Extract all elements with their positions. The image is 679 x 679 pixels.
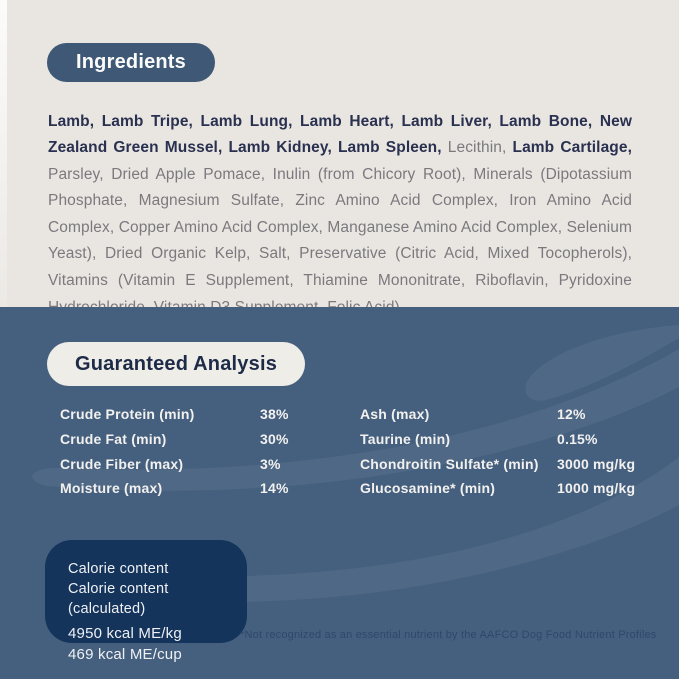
guaranteed-analysis-section: Guaranteed Analysis Crude Protein (min) 3… bbox=[0, 307, 679, 679]
ingredient-segment: Lamb, Lamb Tripe, Lamb Lung, Lamb Heart,… bbox=[48, 112, 632, 157]
ingredients-header-label: Ingredients bbox=[76, 51, 186, 73]
analysis-row-label: Crude Fiber (max) bbox=[60, 455, 184, 472]
analysis-row-value: 0.15% bbox=[557, 431, 598, 448]
calorie-content-values: 4950 kcal ME/kg 469 kcal ME/cup bbox=[68, 623, 247, 665]
guaranteed-analysis-left-column: Crude Protein (min) 38% Crude Fat (min) 30%… bbox=[60, 402, 360, 501]
analysis-row-label: Ash (max) bbox=[360, 406, 430, 423]
analysis-row: Crude Fat (min) 30% bbox=[60, 427, 360, 452]
analysis-row: Crude Fiber (max) 3% bbox=[60, 451, 360, 476]
analysis-row-label: Moisture (max) bbox=[60, 480, 163, 497]
analysis-row-label: Glucosamine* (min) bbox=[360, 480, 496, 497]
ingredients-section: Ingredients Lamb, Lamb Tripe, Lamb Lung,… bbox=[0, 0, 679, 316]
analysis-row-value: 1000 mg/kg bbox=[557, 480, 636, 497]
guaranteed-analysis-header-pill: Guaranteed Analysis bbox=[47, 342, 306, 386]
analysis-row-label: Crude Fat (min) bbox=[60, 431, 167, 448]
guaranteed-analysis-right-column: Ash (max) 12% Taurine (min) 0.15% Chondroiti… bbox=[360, 402, 679, 501]
analysis-row: Taurine (min) 0.15% bbox=[360, 427, 679, 452]
ingredients-header-pill: Ingredients bbox=[47, 43, 215, 82]
analysis-row-value: 30% bbox=[260, 431, 289, 448]
analysis-row-value: 3000 mg/kg bbox=[557, 455, 636, 472]
calorie-content-box: Calorie content Calorie content (calculat… bbox=[45, 540, 247, 663]
analysis-row-value: 3% bbox=[260, 455, 281, 472]
analysis-row-value: 12% bbox=[557, 406, 586, 423]
analysis-row-label: Taurine (min) bbox=[360, 431, 451, 448]
analysis-row-value: 14% bbox=[260, 480, 289, 497]
ingredient-segment: Lecithin, bbox=[447, 139, 513, 157]
ingredients-text: Lamb, Lamb Tripe, Lamb Lung, Lamb Heart,… bbox=[48, 109, 632, 322]
analysis-row: Moisture (max) 14% bbox=[60, 476, 360, 501]
analysis-row: Glucosamine* (min) 1000 mg/kg bbox=[360, 476, 679, 501]
ingredient-segment: Parsley, Dried Apple Pomace, Inulin (fro… bbox=[48, 165, 632, 316]
guaranteed-analysis-header-label: Guaranteed Analysis bbox=[75, 352, 278, 375]
calorie-title-line: Calorie content bbox=[68, 561, 169, 577]
analysis-row: Ash (max) 12% bbox=[360, 402, 679, 427]
analysis-row-label: Crude Protein (min) bbox=[60, 406, 195, 423]
calorie-value-line: 4950 kcal ME/kg bbox=[68, 625, 182, 642]
analysis-row-label: Chondroitin Sulfate* (min) bbox=[360, 455, 539, 472]
ingredient-segment: Lamb Cartilage, bbox=[512, 139, 633, 157]
analysis-row: Chondroitin Sulfate* (min) 3000 mg/kg bbox=[360, 451, 679, 476]
calorie-value-line: 469 kcal ME/cup bbox=[68, 646, 182, 663]
guaranteed-analysis-table: Crude Protein (min) 38% Crude Fat (min) 30%… bbox=[60, 402, 679, 501]
analysis-row-value: 38% bbox=[260, 406, 289, 423]
calorie-title-line: Calorie content (calculated) bbox=[68, 581, 169, 617]
analysis-row: Crude Protein (min) 38% bbox=[60, 402, 360, 427]
aafco-footnote: *Not recognized as an essential nutrient… bbox=[240, 629, 657, 641]
calorie-content-titles: Calorie content Calorie content (calculat… bbox=[68, 559, 247, 619]
